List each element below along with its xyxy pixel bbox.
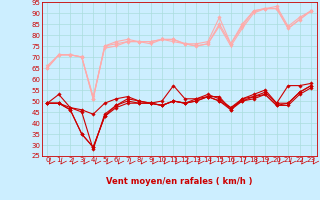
- X-axis label: Vent moyen/en rafales ( km/h ): Vent moyen/en rafales ( km/h ): [106, 177, 252, 186]
